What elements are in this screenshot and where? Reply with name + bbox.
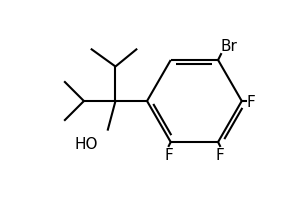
Text: F: F <box>164 147 173 162</box>
Text: F: F <box>247 94 255 109</box>
Text: F: F <box>216 147 224 162</box>
Text: HO: HO <box>74 136 98 151</box>
Text: Br: Br <box>220 39 237 54</box>
